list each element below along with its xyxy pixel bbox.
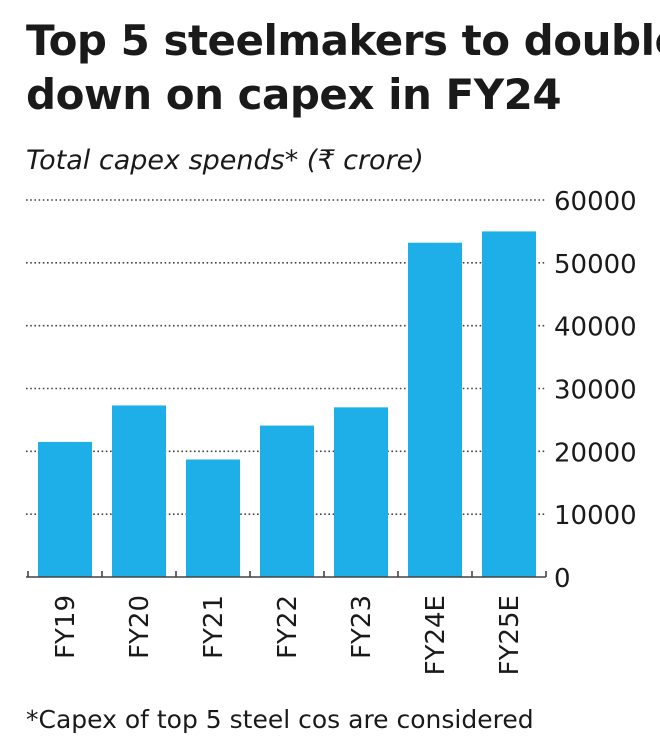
bar-fy25e: [482, 231, 536, 577]
y-tick-label: 10000: [554, 501, 637, 531]
x-tick-label: FY24E: [421, 595, 451, 675]
bar-fy20: [112, 405, 166, 577]
y-tick-label: 0: [554, 564, 571, 594]
axes: [26, 571, 547, 578]
chart-subtitle: Total capex spends* (₹ crore): [26, 145, 424, 176]
footnote: *Capex of top 5 steel cos are considered: [26, 705, 534, 734]
x-tick-label: FY23: [347, 595, 377, 659]
chart-title-line-2: down on capex in FY24: [26, 70, 562, 119]
labels: 0 10000 20000 30000 40000 50000 60000 FY19 FY20 F…: [51, 187, 637, 675]
x-tick-label: FY25E: [495, 595, 525, 675]
x-tick-label: FY21: [199, 595, 229, 659]
bars: [38, 231, 536, 577]
bar-chart: 0 10000 20000 30000 40000 50000 60000 FY19 FY20 F…: [26, 187, 637, 675]
y-tick-label: 30000: [554, 376, 637, 406]
y-tick-label: 50000: [554, 250, 637, 280]
x-tick-label: FY19: [51, 595, 81, 659]
bar-fy24e: [408, 242, 462, 577]
bar-fy21: [186, 459, 240, 577]
x-tick-label: FY22: [273, 595, 303, 659]
y-tick-label: 20000: [554, 438, 637, 468]
bar-fy23: [334, 407, 388, 577]
bar-fy22: [260, 425, 314, 577]
y-tick-label: 40000: [554, 313, 637, 343]
chart-title: Top 5 steelmakers to double down on cape…: [26, 14, 660, 122]
bar-fy19: [38, 441, 92, 577]
chart-title-line-1: Top 5 steelmakers to double: [26, 16, 660, 65]
y-tick-label: 60000: [554, 187, 637, 217]
x-tick-label: FY20: [125, 595, 155, 659]
